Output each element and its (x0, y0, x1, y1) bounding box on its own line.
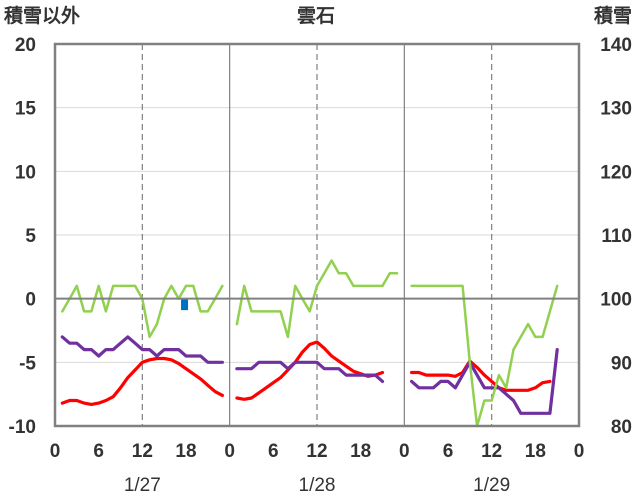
red-series-line (410, 359, 552, 392)
left-tick-label: 5 (25, 226, 36, 247)
x-tick-label: 0 (399, 441, 410, 462)
date-label: 1/27 (124, 475, 161, 496)
right-tick-label: 110 (601, 226, 632, 247)
x-tick-label: 6 (93, 441, 104, 462)
x-tick-label: 12 (306, 441, 327, 462)
labels-layer: 積雪以外 雲石 積雪 20151050-5-101401301201101009… (4, 4, 632, 496)
right-axis-label: 積雪 (594, 4, 632, 27)
left-tick-label: 0 (25, 290, 36, 311)
left-tick-label: 15 (15, 99, 37, 120)
x-tick-label: 0 (574, 441, 585, 462)
x-tick-label: 18 (525, 441, 546, 462)
red-series-line (235, 340, 385, 401)
right-tick-label: 130 (600, 99, 632, 120)
date-label: 1/29 (473, 475, 510, 496)
purple-series-line (410, 348, 559, 415)
lines-layer (60, 259, 559, 428)
date-label: 1/28 (299, 475, 336, 496)
bar-layer (181, 298, 189, 311)
x-tick-label: 18 (175, 441, 196, 462)
x-tick-label: 0 (224, 441, 235, 462)
purple-series-line (235, 360, 385, 383)
left-axis-label: 積雪以外 (4, 4, 80, 27)
x-tick-label: 0 (50, 441, 61, 462)
right-tick-label: 100 (600, 290, 632, 311)
left-tick-label: -10 (9, 417, 36, 438)
x-tick-label: 6 (268, 441, 279, 462)
left-tick-label: -5 (19, 353, 36, 374)
green-series-line (235, 259, 399, 339)
right-tick-label: 90 (611, 353, 632, 374)
plot-frame (53, 42, 581, 428)
x-tick-label: 12 (132, 441, 153, 462)
right-tick-label: 140 (600, 35, 632, 56)
x-tick-label: 6 (443, 441, 454, 462)
left-tick-label: 10 (15, 162, 36, 183)
green-series-line (410, 284, 559, 428)
snow-bar (181, 298, 189, 311)
x-tick-label: 12 (481, 441, 502, 462)
right-tick-label: 120 (600, 162, 632, 183)
red-series-line (60, 356, 224, 406)
left-tick-label: 20 (15, 35, 36, 56)
purple-series-line (60, 335, 224, 364)
right-tick-label: 80 (611, 417, 632, 438)
chart-title: 雲石 (297, 5, 335, 27)
x-tick-label: 18 (350, 441, 371, 462)
